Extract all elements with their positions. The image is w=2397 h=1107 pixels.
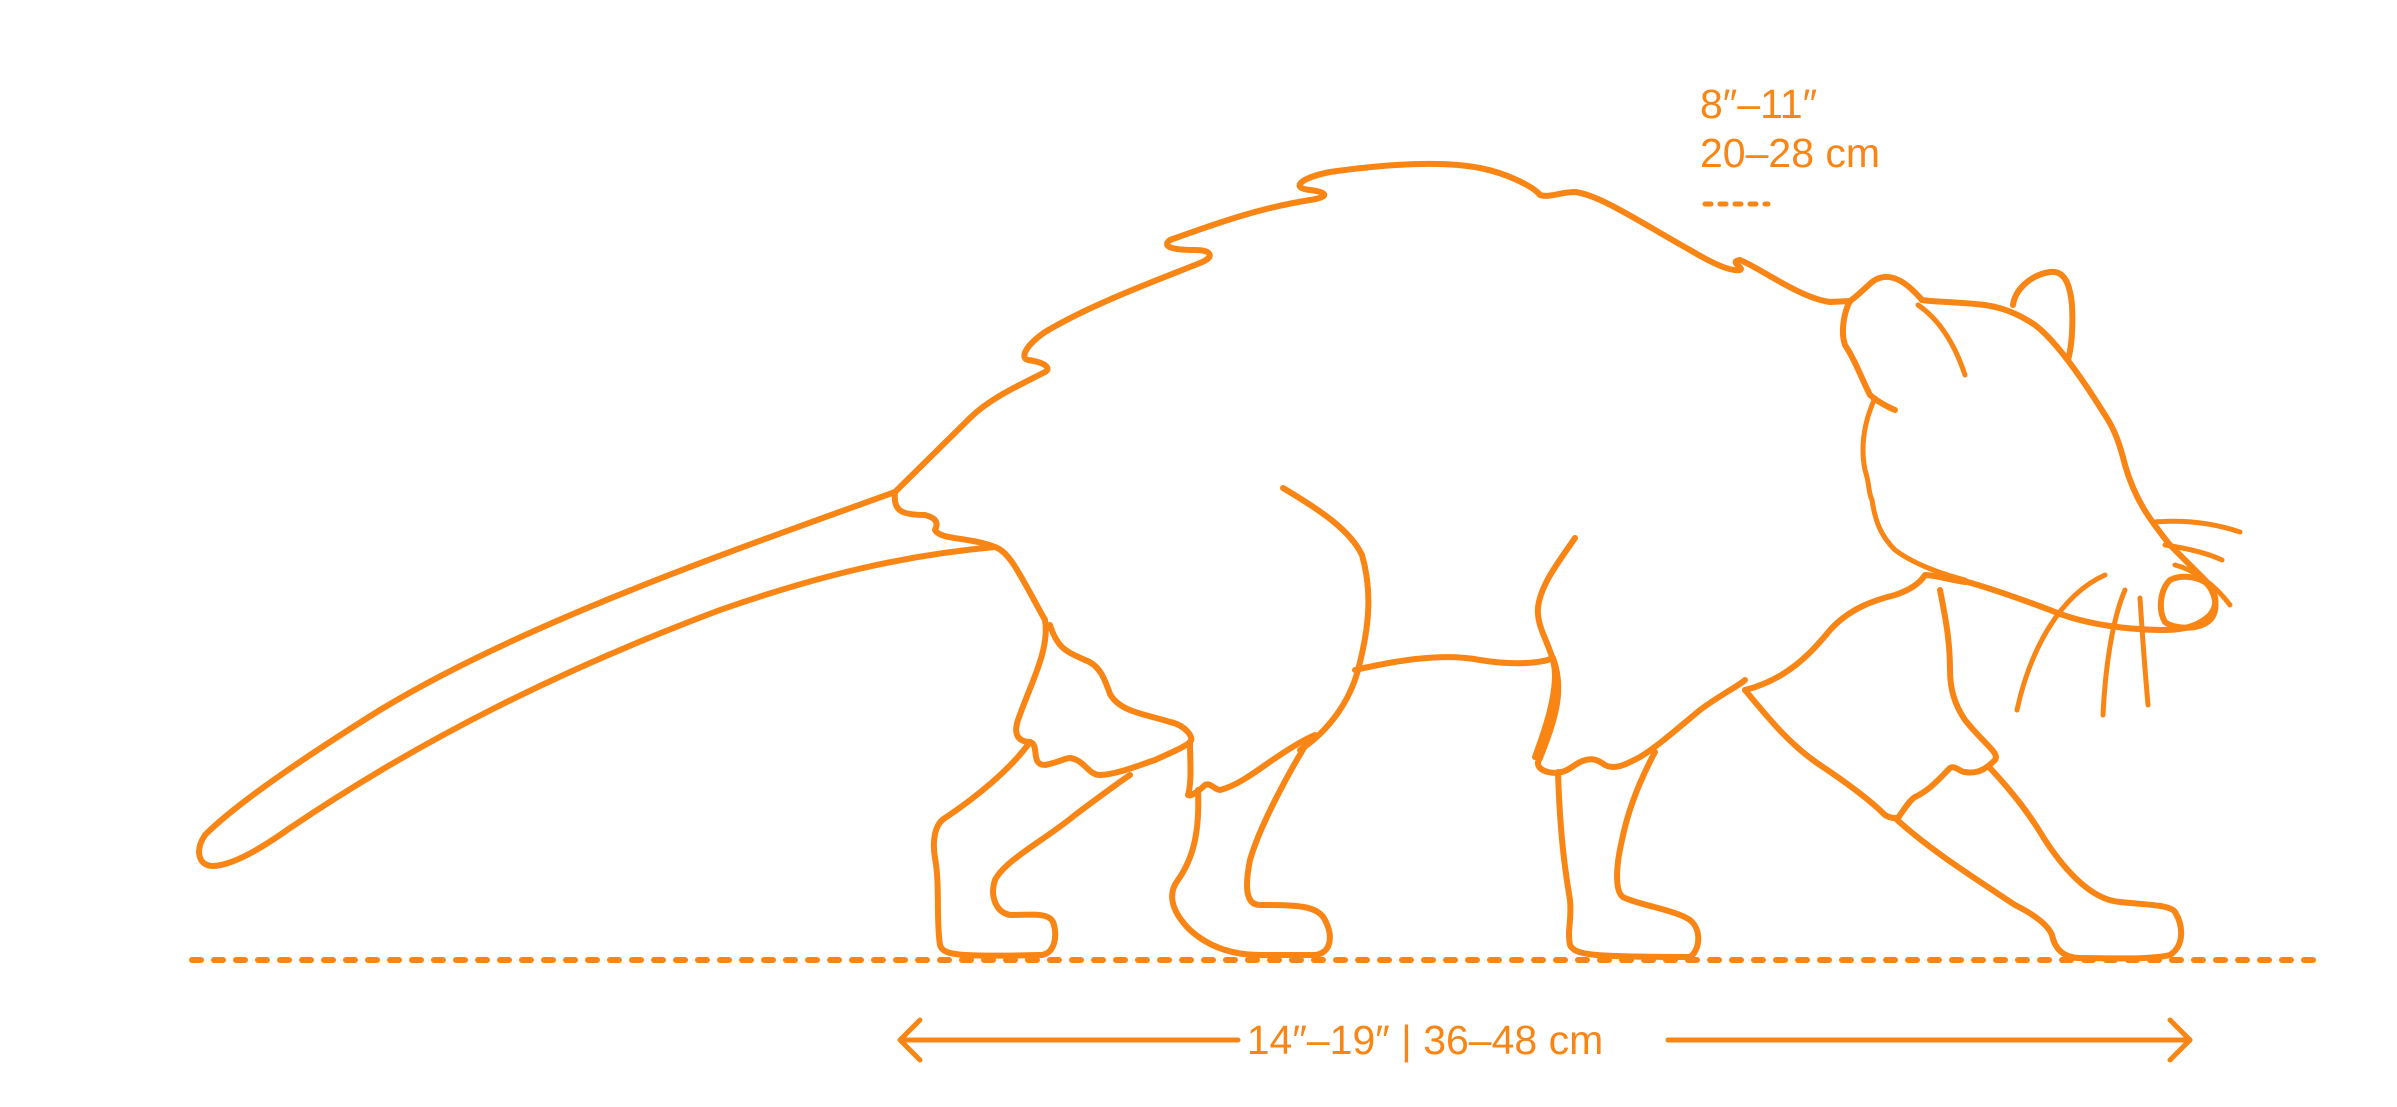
length-annotation: 14″–19″ | 36–48 cm bbox=[897, 1017, 2193, 1063]
opossum-illustration bbox=[196, 160, 2243, 962]
length-arrow-right-head bbox=[2167, 1017, 2193, 1063]
opossum-ear bbox=[2010, 268, 2076, 363]
opossum-foreleg-top bbox=[1532, 535, 1578, 760]
opossum-whiskers bbox=[2014, 518, 2243, 718]
length-arrow-left-head bbox=[897, 1017, 923, 1063]
opossum-head bbox=[1847, 273, 2219, 633]
opossum-jaw bbox=[1860, 395, 1968, 583]
opossum-eye-line bbox=[1915, 302, 1968, 378]
opossum-hind-foot-front bbox=[1169, 735, 1333, 958]
opossum-front-leg-back bbox=[1535, 655, 1748, 776]
opossum-hip bbox=[1280, 485, 1372, 753]
opossum-rear-flank bbox=[891, 489, 1048, 623]
opossum-cheek bbox=[1839, 298, 1898, 413]
opossum-chest bbox=[1742, 572, 1968, 693]
opossum-hind-leg-back bbox=[1013, 617, 1195, 778]
opossum-back bbox=[892, 160, 1853, 495]
height-annotation: 8″–11″ 20–28 cm bbox=[1700, 81, 1880, 207]
opossum-belly bbox=[1352, 654, 1556, 673]
opossum-front-foot-back bbox=[1555, 749, 1702, 960]
height-metric-label: 20–28 cm bbox=[1700, 130, 1880, 176]
opossum-front-leg-front bbox=[1742, 587, 1999, 821]
opossum-tail bbox=[196, 489, 998, 869]
opossum-hind-leg-front bbox=[1185, 732, 1318, 799]
opossum-hind-foot-back bbox=[930, 739, 1133, 959]
height-imperial-label: 8″–11″ bbox=[1700, 81, 1817, 127]
length-label: 14″–19″ | 36–48 cm bbox=[1247, 1017, 1604, 1063]
opossum-nose bbox=[2157, 573, 2219, 631]
opossum-front-foot-front bbox=[1892, 765, 2185, 962]
